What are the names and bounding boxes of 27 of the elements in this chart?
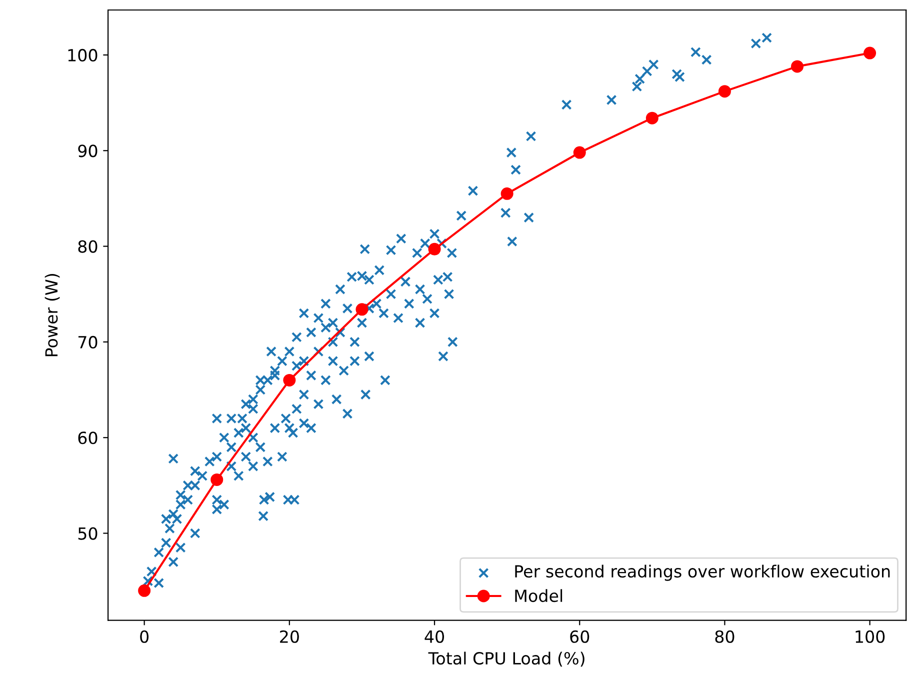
point bbox=[138, 584, 151, 597]
point bbox=[573, 146, 586, 159]
point bbox=[428, 242, 441, 256]
y-axis-title: Power (W) bbox=[44, 274, 60, 356]
point bbox=[356, 303, 368, 316]
x-tick-label: 60 bbox=[570, 630, 590, 643]
point bbox=[210, 473, 224, 486]
y-tick-label: 70 bbox=[78, 336, 98, 349]
y-tick-label: 50 bbox=[78, 527, 98, 540]
legend-label: Model bbox=[515, 589, 562, 602]
y-tick-label: 90 bbox=[78, 144, 98, 158]
x-tick-label: 100 bbox=[856, 630, 885, 643]
y-tick-label: 100 bbox=[68, 48, 98, 62]
x-tick-label: 20 bbox=[280, 630, 299, 643]
x-axis-title: Total CPU Load (%) bbox=[428, 652, 584, 667]
point bbox=[864, 46, 876, 60]
point bbox=[500, 187, 514, 200]
point bbox=[718, 85, 731, 98]
point bbox=[791, 60, 804, 73]
legend-label: Per second readings over workflow execution bbox=[515, 564, 890, 581]
y-tick-label: 60 bbox=[78, 432, 98, 444]
x-tick-label: 0 bbox=[140, 630, 149, 643]
point bbox=[646, 112, 658, 124]
x-tick-label: 80 bbox=[715, 630, 734, 643]
point bbox=[283, 374, 296, 386]
y-tick-label: 80 bbox=[78, 240, 98, 253]
x-tick-label: 40 bbox=[424, 630, 444, 643]
